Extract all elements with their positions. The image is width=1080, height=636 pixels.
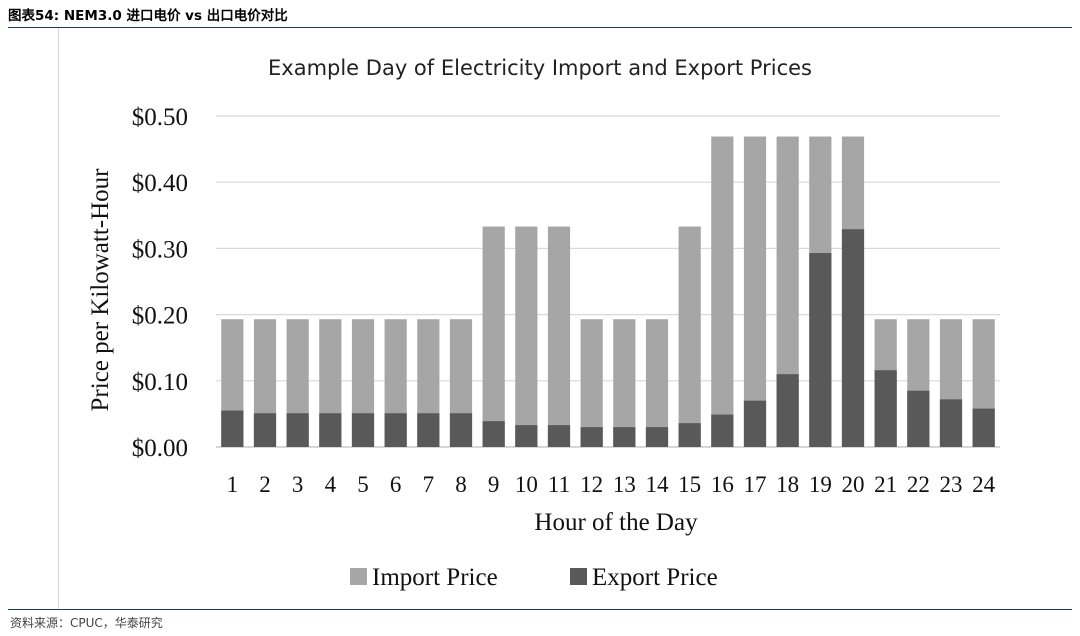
y-tick-label: $0.00 [132, 435, 188, 462]
figure-caption: 图表54: NEM3.0 进口电价 vs 出口电价对比 [8, 8, 288, 24]
x-tick-label: 4 [325, 472, 337, 497]
bar-import-price-10 [515, 226, 538, 447]
bottom-rule [8, 609, 1072, 610]
x-tick-label: 21 [874, 472, 897, 497]
bar-export-price-18 [776, 374, 799, 447]
y-tick-label: $0.30 [132, 236, 188, 263]
x-tick-label: 18 [776, 472, 799, 497]
x-tick-label: 11 [548, 472, 570, 497]
bar-export-price-3 [286, 413, 309, 447]
legend-swatch [570, 568, 587, 585]
bar-import-price-18 [776, 136, 799, 447]
bar-export-price-2 [253, 413, 277, 447]
bar-export-price-15 [678, 423, 701, 447]
bar-import-price-9 [482, 226, 505, 447]
x-axis-label: Hour of the Day [534, 509, 698, 536]
bar-import-price-11 [547, 226, 571, 447]
bar-export-price-14 [645, 427, 669, 447]
bar-import-price-15 [678, 226, 701, 447]
x-tick-label: 20 [842, 472, 865, 497]
x-tick-label: 19 [809, 472, 832, 497]
bar-export-price-9 [482, 421, 505, 447]
x-tick-label: 24 [972, 472, 996, 497]
top-rule [8, 27, 1072, 28]
y-tick-label: $0.20 [132, 303, 188, 330]
bar-import-price-12 [580, 319, 603, 447]
bars [221, 136, 995, 447]
x-tick-label: 3 [292, 472, 304, 497]
legend: Import Price Export Price [350, 564, 718, 591]
x-tick-label: 1 [227, 472, 239, 497]
x-tick-label: 8 [455, 472, 467, 497]
x-tick-label: 15 [678, 472, 701, 497]
x-tick-label: 7 [423, 472, 435, 497]
bar-export-price-12 [580, 427, 603, 447]
x-tick-label: 23 [940, 472, 963, 497]
x-tick-label: 14 [646, 472, 670, 497]
bar-import-price-16 [711, 136, 734, 447]
legend-label: Export Price [592, 564, 718, 591]
y-axis-label: Price per Kilowatt-Hour [87, 168, 114, 412]
grid-lines [216, 115, 1000, 448]
legend-label: Import Price [372, 564, 498, 591]
x-tick-label: 16 [711, 472, 734, 497]
y-tick-labels: $0.00 $0.10 $0.20 $0.30 $0.40 $0.50 [132, 104, 188, 462]
x-tick-labels: 1 2 3 4 5 6 7 8 9 10 11 12 13 14 15 16 17 18 19 20 21 22 23 24 [227, 472, 996, 497]
x-tick-label: 6 [390, 472, 402, 497]
chart-title: Example Day of Electricity Import and Ex… [268, 56, 812, 80]
x-tick-label: 2 [259, 472, 271, 497]
bar-export-price-5 [351, 413, 375, 447]
bar-export-price-24 [972, 408, 995, 447]
x-tick-label: 17 [744, 472, 767, 497]
x-tick-label: 5 [357, 472, 369, 497]
bar-export-price-1 [221, 410, 244, 447]
chart: Example Day of Electricity Import and Ex… [87, 56, 1000, 591]
x-tick-label: 9 [488, 472, 500, 497]
bar-export-price-13 [613, 427, 636, 447]
bar-export-price-21 [874, 370, 897, 447]
bar-import-price-17 [743, 136, 767, 447]
bar-import-price-13 [613, 319, 636, 447]
bar-export-price-7 [417, 413, 440, 447]
bar-export-price-11 [547, 425, 571, 447]
bar-export-price-16 [711, 414, 734, 447]
bar-export-price-17 [743, 400, 767, 447]
y-tick-label: $0.40 [132, 170, 188, 197]
bar-export-price-8 [449, 413, 473, 447]
bar-export-price-4 [319, 413, 342, 447]
x-tick-label: 12 [580, 472, 603, 497]
x-tick-label: 13 [613, 472, 636, 497]
bar-export-price-23 [939, 399, 963, 447]
bar-export-price-20 [841, 229, 865, 447]
x-tick-label: 10 [515, 472, 538, 497]
y-tick-label: $0.10 [132, 369, 188, 396]
bar-export-price-10 [515, 425, 538, 447]
frame-left-border [58, 28, 59, 609]
bar-export-price-19 [809, 253, 832, 447]
bar-import-price-14 [645, 319, 669, 447]
legend-swatch [350, 568, 367, 585]
source-note: 资料来源：CPUC，华泰研究 [10, 616, 163, 630]
x-tick-label: 22 [907, 472, 930, 497]
bar-export-price-6 [384, 413, 407, 447]
bar-export-price-22 [907, 390, 930, 447]
y-tick-label: $0.50 [132, 104, 188, 131]
